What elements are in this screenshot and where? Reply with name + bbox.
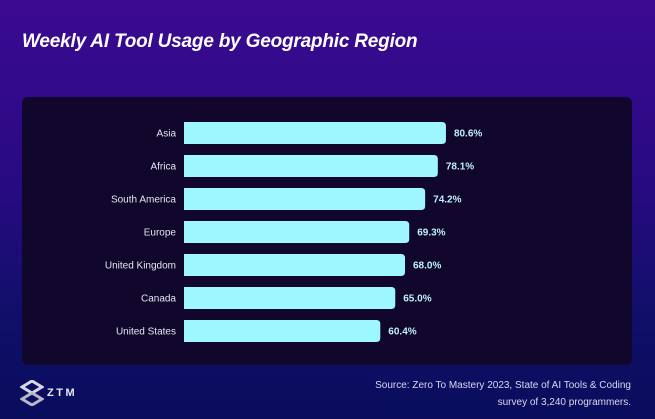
bar [184,155,438,177]
ztm-logo-icon [20,380,44,406]
chart-title: Weekly AI Tool Usage by Geographic Regio… [22,31,418,52]
category-label: United States [116,327,176,338]
category-label: Asia [157,129,177,140]
category-label: Europe [144,228,177,239]
bar [184,254,405,276]
category-label: Canada [141,294,176,305]
value-label: 68.0% [413,261,441,272]
ztm-logo: ZTM [20,380,77,406]
bar [184,188,426,210]
bar [184,122,446,144]
value-label: 78.1% [446,162,474,173]
bar [184,287,396,309]
category-label: United Kingdom [105,261,176,272]
bar [184,221,410,243]
value-label: 74.2% [433,195,461,206]
value-label: 65.0% [403,294,431,305]
source-note: Source: Zero To Mastery 2023, State of A… [375,377,631,411]
bar [184,320,381,342]
source-line-1: Source: Zero To Mastery 2023, State of A… [375,380,631,391]
source-line-2: survey of 3,240 programmers. [497,397,631,408]
value-label: 80.6% [454,129,482,140]
category-label: South America [111,195,176,206]
category-label: Africa [150,162,176,173]
value-label: 60.4% [388,327,416,338]
value-label: 69.3% [417,228,445,239]
logo-text: ZTM [47,387,78,399]
